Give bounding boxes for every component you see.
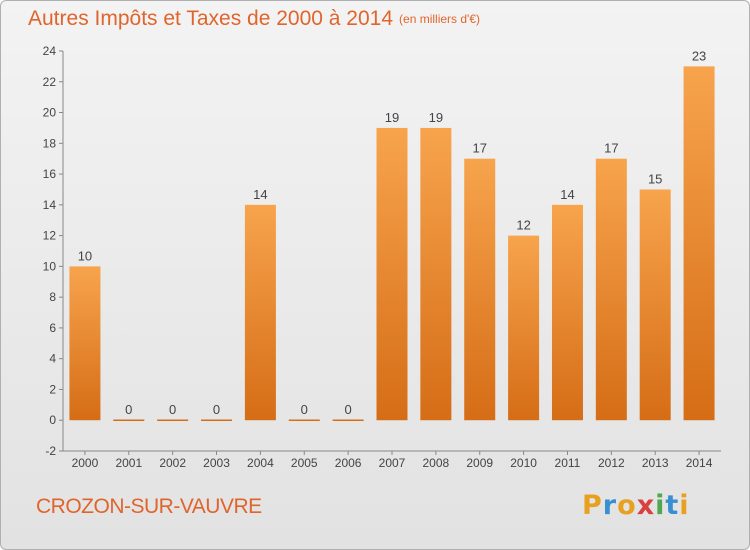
y-tick-label: 20 xyxy=(43,106,57,120)
logo-letter: t xyxy=(665,490,680,521)
logo-letter: r xyxy=(602,490,618,521)
x-tick-label: 2000 xyxy=(72,456,99,470)
x-tick-label: 2008 xyxy=(423,456,450,470)
data-label: 23 xyxy=(692,48,706,63)
bar xyxy=(639,189,671,421)
y-tick-label: -2 xyxy=(45,444,56,458)
chart-title: Autres Impôts et Taxes de 2000 à 2014 (en… xyxy=(28,7,480,31)
bar xyxy=(420,127,452,421)
chart-unit: (en milliers d'€) xyxy=(399,12,481,26)
bar xyxy=(551,204,583,421)
x-tick-label: 2010 xyxy=(510,456,537,470)
bar xyxy=(464,158,496,421)
data-label: 17 xyxy=(604,141,618,156)
x-tick-label: 2002 xyxy=(159,456,186,470)
y-tick-label: 16 xyxy=(43,167,57,181)
data-label: 10 xyxy=(78,248,92,263)
y-tick-label: 10 xyxy=(43,259,57,273)
data-label: 0 xyxy=(345,402,352,417)
bar xyxy=(683,66,715,421)
logo-letter: P xyxy=(582,490,603,521)
data-label: 15 xyxy=(648,171,662,186)
x-tick-label: 2006 xyxy=(335,456,362,470)
logo-letter: o xyxy=(617,490,637,521)
data-label: 12 xyxy=(516,218,530,233)
y-tick-label: 14 xyxy=(43,198,57,212)
data-label: 0 xyxy=(213,402,220,417)
x-tick-label: 2004 xyxy=(247,456,274,470)
y-tick-label: 2 xyxy=(49,382,56,396)
x-tick-label: 2009 xyxy=(466,456,493,470)
bar xyxy=(69,266,101,421)
data-label: 19 xyxy=(429,110,443,125)
logo-letter: i xyxy=(679,490,690,521)
bar xyxy=(376,127,408,421)
data-label: 0 xyxy=(169,402,176,417)
x-tick-label: 2013 xyxy=(642,456,669,470)
commune-name: CROZON-SUR-VAUVRE xyxy=(36,495,262,518)
bar xyxy=(508,235,540,421)
x-tick-label: 2005 xyxy=(291,456,318,470)
x-tick-label: 2014 xyxy=(686,456,713,470)
y-tick-label: 8 xyxy=(49,290,56,304)
bar xyxy=(595,158,627,421)
y-tick-label: 12 xyxy=(43,229,57,243)
y-tick-label: 24 xyxy=(43,44,57,58)
x-tick-label: 2011 xyxy=(555,456,581,470)
data-label: 19 xyxy=(385,110,399,125)
y-tick-label: 6 xyxy=(49,321,56,335)
data-label: 14 xyxy=(560,187,574,202)
data-label: 0 xyxy=(301,402,308,417)
data-label: 0 xyxy=(125,402,132,417)
data-label: 14 xyxy=(253,187,267,202)
x-tick-label: 2007 xyxy=(379,456,406,470)
proxiti-logo: Proxiti xyxy=(582,490,690,521)
logo-letter: i xyxy=(655,490,666,521)
data-label: 17 xyxy=(472,141,486,156)
y-tick-label: 22 xyxy=(43,75,57,89)
y-tick-label: 18 xyxy=(43,136,57,150)
bar xyxy=(244,204,276,421)
logo-letter: x xyxy=(636,490,656,521)
chart-title-text: Autres Impôts et Taxes de 2000 à 2014 xyxy=(28,7,394,30)
x-tick-label: 2012 xyxy=(598,456,625,470)
y-tick-label: 0 xyxy=(49,413,56,427)
x-tick-label: 2003 xyxy=(203,456,230,470)
y-tick-label: 4 xyxy=(49,352,56,366)
x-tick-label: 2001 xyxy=(115,456,142,470)
